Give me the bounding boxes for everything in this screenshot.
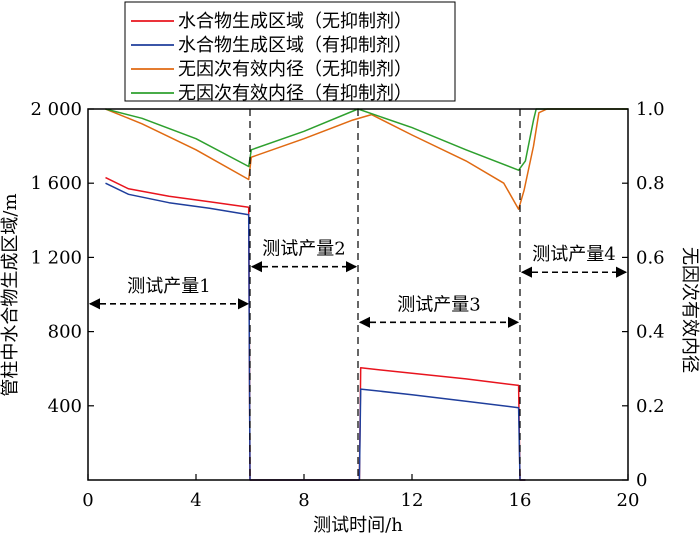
series-line-1 — [105, 182, 526, 481]
y-axis-title: 管柱中水合物生成区域/m — [0, 193, 21, 396]
annotation-label-3: 测试产量3 — [397, 294, 480, 315]
y2-tick-label: 0.2 — [636, 396, 665, 417]
legend: 水合物生成区域（无抑制剂） 水合物生成区域（有抑制剂） 无因次有效内径（无抑制剂… — [124, 1, 456, 104]
series-line-0 — [105, 176, 526, 481]
y2-tick-label: 0.4 — [636, 322, 665, 343]
annotation-label-4: 测试产量4 — [532, 244, 615, 265]
x-tick-label: 20 — [617, 490, 640, 511]
y-tick-label: 2 000 — [30, 99, 82, 120]
x-tick-label: 12 — [401, 490, 424, 511]
legend-entry-2: 无因次有效内径（无抑制剂） — [178, 59, 412, 80]
y-tick-label: 1 200 — [30, 247, 82, 268]
y2-axis-title: 无因次有效内径 — [679, 247, 700, 373]
annotation-label-1: 测试产量1 — [127, 276, 210, 297]
y-tick-label: 800 — [48, 322, 82, 343]
x-axis-title: 测试时间/h — [313, 515, 403, 536]
x-tick-label: 8 — [298, 490, 309, 511]
legend-entry-1: 水合物生成区域（有抑制剂） — [178, 35, 412, 56]
x-tick-label: 4 — [190, 490, 201, 511]
y-tick-label: 1 600 — [30, 173, 82, 194]
y2-tick-label: 0.6 — [636, 247, 665, 268]
y2-tick-label: 0.8 — [636, 173, 665, 194]
plot-frame — [87, 108, 629, 481]
chart-marks: 0 4 8 12 16 20 400 800 1 200 1 600 2 000 0 0.2 0.4 0.6… — [30, 99, 664, 511]
y2-tick-label: 1.0 — [636, 99, 665, 120]
x-tick-label: 16 — [509, 490, 532, 511]
x-tick-label: 0 — [82, 490, 93, 511]
annotation-label-2: 测试产量2 — [262, 239, 345, 260]
y-tick-label: 400 — [48, 396, 82, 417]
series-line-3 — [105, 108, 628, 171]
legend-entry-3: 无因次有效内径（有抑制剂） — [178, 83, 412, 104]
y2-tick-label: 0 — [636, 470, 647, 491]
legend-box — [124, 1, 456, 102]
series-line-2 — [105, 108, 628, 210]
legend-entry-0: 水合物生成区域（无抑制剂） — [178, 11, 412, 32]
